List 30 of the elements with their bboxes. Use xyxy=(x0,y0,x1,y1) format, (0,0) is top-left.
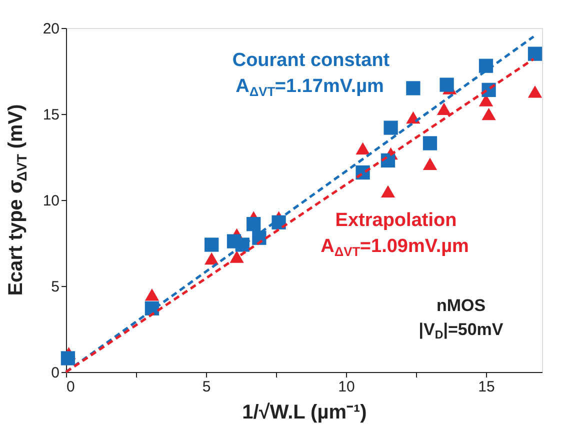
point xyxy=(204,252,219,265)
point xyxy=(204,238,219,252)
point xyxy=(60,351,76,366)
point xyxy=(406,81,420,96)
point xyxy=(440,78,454,92)
x-tick-label: 10 xyxy=(338,378,355,396)
x-tick-label: 15 xyxy=(478,378,495,396)
y-tick-label: 5 xyxy=(51,278,60,296)
point xyxy=(422,136,438,150)
point xyxy=(356,142,370,155)
point xyxy=(144,288,160,301)
x-tick-label: 5 xyxy=(202,378,211,396)
x-axis-title: 1/√W.L (µm⁻¹) xyxy=(242,402,367,424)
point xyxy=(528,46,542,61)
point xyxy=(528,86,542,98)
y-tick-label: 10 xyxy=(42,192,60,210)
y-axis-title: Ecart type σΔVT (mV) xyxy=(5,104,30,296)
annotation: Courant constant xyxy=(232,50,390,71)
y-tick-label: 0 xyxy=(51,364,60,382)
point xyxy=(436,102,452,115)
point xyxy=(246,217,261,232)
annotation: Extrapolation xyxy=(335,210,457,231)
point xyxy=(380,185,396,198)
point xyxy=(384,120,398,135)
y-tick-label: 20 xyxy=(42,20,60,38)
annotation: nMOS xyxy=(436,296,486,315)
x-tick-label: 0 xyxy=(66,378,75,396)
point xyxy=(482,108,496,120)
y-tick-label: 15 xyxy=(42,106,60,124)
point xyxy=(422,158,438,170)
